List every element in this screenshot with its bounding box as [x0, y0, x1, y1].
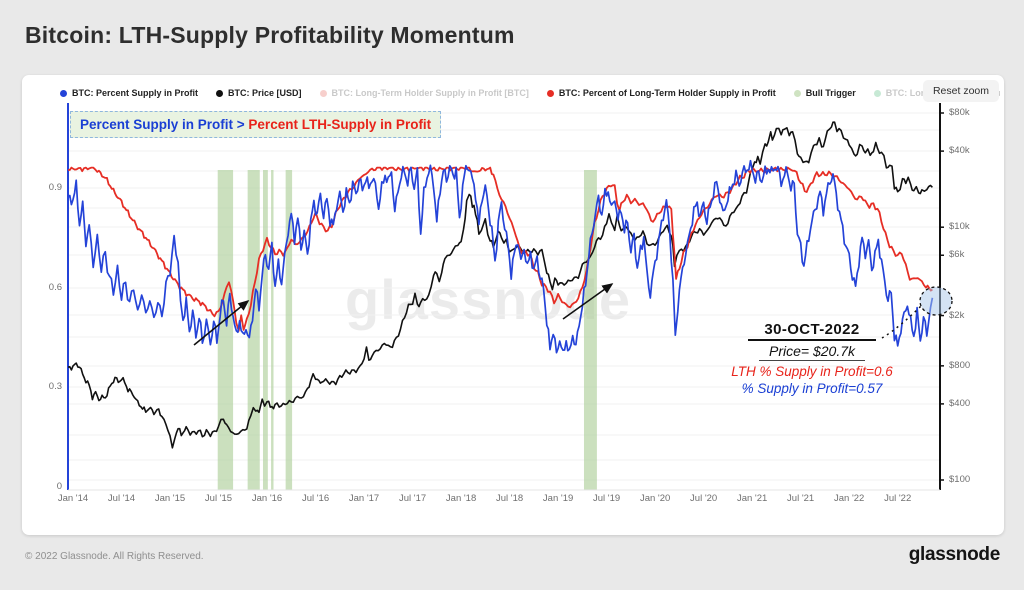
- trend-arrow: [562, 283, 614, 320]
- right-axis-tick-label: $80k: [949, 107, 970, 119]
- right-axis-tick-label: $6k: [949, 249, 965, 261]
- left-axis-tick-label: 0.3: [48, 381, 62, 393]
- right-axis-tick-label: $100: [949, 474, 971, 485]
- x-axis-tick-label: Jul '17: [398, 493, 427, 504]
- x-axis-tick-label: Jul '20: [690, 493, 718, 504]
- legend: BTC: Percent Supply in Profit BTC: Price …: [60, 82, 1000, 104]
- series-percent-supply-in-profit: [67, 159, 934, 354]
- bull-trigger-dot-icon: [793, 89, 801, 97]
- lth-supply-in-profit-btc-dot-icon: [319, 89, 327, 97]
- right-axis-tick-label: $40k: [949, 145, 970, 157]
- annotation-supply: % Supply in Profit=0.57: [741, 381, 883, 396]
- bull-trigger-band: [262, 170, 268, 490]
- bull-trigger-band: [271, 170, 274, 490]
- right-axis-tick-label: $10k: [949, 221, 970, 233]
- x-axis-tick-label: Jul '14: [107, 493, 136, 504]
- annotation-lth-supply: LTH % Supply in Profit=0.6: [731, 364, 893, 379]
- x-axis-tick-label: Jan '19: [542, 493, 574, 504]
- page-title: Bitcoin: LTH-Supply Profitability Moment…: [25, 22, 515, 48]
- right-axis-tick-label: $800: [949, 359, 971, 371]
- x-axis-tick-label: Jul '16: [301, 493, 330, 504]
- legend-item-label: BTC: Price [USD]: [228, 88, 302, 98]
- highlight-ellipse: [919, 286, 953, 316]
- lth-supply-btc-dot-icon: [873, 89, 881, 97]
- x-axis-tick-label: Jul '15: [204, 493, 233, 504]
- annotation-price: Price= $20.7k: [759, 343, 865, 361]
- date-annotation: 30-OCT-2022 Price= $20.7k LTH % Supply i…: [682, 321, 942, 396]
- x-axis-tick-label: Jan '22: [833, 493, 865, 504]
- glassnode-logo: glassnode: [908, 544, 1001, 565]
- x-axis-tick-label: Jan '16: [251, 493, 283, 504]
- x-axis-tick-label: Jul '22: [884, 493, 912, 504]
- condition-banner: Percent Supply in Profit > Percent LTH-S…: [70, 111, 442, 138]
- x-axis-tick-label: Jan '20: [639, 493, 671, 504]
- left-axis-tick-label: 0.9: [48, 182, 62, 194]
- legend-item-percent-supply-in-profit[interactable]: BTC: Percent Supply in Profit: [60, 88, 198, 98]
- left-axis-tick-label: 0: [56, 481, 62, 492]
- condition-banner-right: Percent LTH-Supply in Profit: [248, 117, 432, 132]
- x-axis-tick-label: Jan '14: [57, 493, 89, 504]
- x-axis-tick-label: Jan '18: [445, 493, 477, 504]
- left-axis-tick-label: 0.6: [48, 281, 62, 293]
- legend-item-label: BTC: Percent of Long-Term Holder Supply …: [558, 88, 776, 98]
- chart-plot-area[interactable]: [22, 75, 1004, 535]
- legend-item-price-usd[interactable]: BTC: Price [USD]: [216, 88, 302, 98]
- right-axis-tick-label: $2k: [949, 309, 965, 321]
- x-axis-tick-label: Jul '19: [593, 493, 621, 504]
- x-axis-tick-label: Jul '18: [495, 493, 524, 504]
- annotation-date: 30-OCT-2022: [748, 321, 876, 341]
- bull-trigger-band: [217, 170, 234, 490]
- legend-item-label: BTC: Percent Supply in Profit: [72, 88, 199, 98]
- x-axis-tick-label: Jul '21: [787, 493, 815, 504]
- copyright-text: © 2022 Glassnode. All Rights Reserved.: [25, 551, 204, 562]
- percent-supply-in-profit-dot-icon: [60, 89, 67, 97]
- x-axis-tick-label: Jan '15: [154, 493, 186, 504]
- legend-item-bull-trigger[interactable]: Bull Trigger: [793, 88, 856, 98]
- right-axis-tick-label: $400: [949, 397, 971, 409]
- trend-arrow: [193, 299, 250, 346]
- chart-card: BTC: Percent Supply in Profit BTC: Price …: [22, 75, 1004, 535]
- legend-item-label: BTC: Long-Term Holder Supply in Profit […: [331, 88, 529, 98]
- series-percent-lth-supply-in-profit: [68, 166, 933, 332]
- bull-trigger-band: [285, 170, 293, 490]
- condition-banner-left: Percent Supply in Profit >: [80, 117, 249, 132]
- x-axis-tick-label: Jan '21: [736, 493, 768, 504]
- percent-lth-supply-in-profit-dot-icon: [546, 89, 554, 97]
- reset-zoom-button[interactable]: Reset zoom: [922, 80, 999, 102]
- price-usd-dot-icon: [216, 89, 224, 97]
- legend-item-percent-lth-supply-in-profit[interactable]: BTC: Percent of Long-Term Holder Supply …: [546, 88, 776, 98]
- series-price-usd: [67, 121, 933, 449]
- x-axis-tick-label: Jan '17: [348, 493, 380, 504]
- legend-item-label: Bull Trigger: [805, 88, 856, 98]
- legend-item-lth-supply-in-profit-btc[interactable]: BTC: Long-Term Holder Supply in Profit […: [319, 88, 529, 98]
